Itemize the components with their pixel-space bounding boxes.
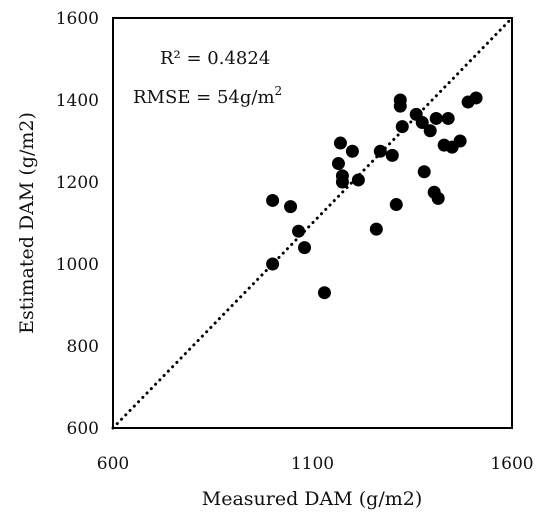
r-squared-label: R² = 0.4824 bbox=[160, 48, 270, 69]
data-point bbox=[453, 134, 467, 148]
x-axis-title: Measured DAM (g/m2) bbox=[202, 488, 423, 510]
data-point bbox=[423, 124, 437, 138]
data-point bbox=[345, 144, 359, 158]
x-tick-labels: 600 1100 1600 bbox=[97, 454, 534, 474]
data-point bbox=[292, 224, 306, 238]
x-tick-label: 1100 bbox=[291, 454, 334, 474]
rmse-label: RMSE = 54g/m2 bbox=[133, 84, 282, 108]
data-point bbox=[389, 198, 403, 212]
data-point bbox=[317, 286, 331, 300]
data-point bbox=[369, 222, 383, 236]
rmse-text: RMSE = 54g/m bbox=[133, 87, 275, 108]
y-tick-label: 800 bbox=[67, 337, 99, 357]
data-point bbox=[373, 144, 387, 158]
data-point bbox=[429, 111, 443, 125]
data-point bbox=[335, 169, 349, 183]
data-point bbox=[351, 173, 365, 187]
y-tick-labels: 600 800 1000 1200 1400 1600 bbox=[56, 9, 99, 439]
y-tick-label: 1400 bbox=[56, 91, 99, 111]
y-tick-label: 600 bbox=[67, 419, 99, 439]
one-to-one-line bbox=[111, 16, 514, 430]
y-tick-label: 1600 bbox=[56, 9, 99, 29]
data-point bbox=[417, 165, 431, 179]
y-axis-title: Estimated DAM (g/m2) bbox=[16, 112, 38, 334]
x-tick-label: 600 bbox=[97, 454, 129, 474]
data-point bbox=[393, 99, 407, 113]
x-tick-label: 1600 bbox=[490, 454, 533, 474]
data-point bbox=[333, 136, 347, 150]
y-tick-label: 1200 bbox=[56, 173, 99, 193]
data-points bbox=[266, 91, 483, 300]
rmse-superscript: 2 bbox=[275, 84, 283, 98]
data-point bbox=[331, 157, 345, 171]
data-point bbox=[385, 148, 399, 162]
data-point bbox=[298, 241, 312, 255]
data-point bbox=[284, 200, 298, 214]
data-point bbox=[469, 91, 483, 105]
y-tick-label: 1000 bbox=[56, 255, 99, 275]
data-point bbox=[395, 120, 409, 134]
data-point bbox=[431, 191, 445, 205]
plot-frame bbox=[112, 17, 513, 429]
data-point bbox=[415, 116, 429, 130]
data-point bbox=[266, 193, 280, 207]
data-point bbox=[441, 111, 455, 125]
data-point bbox=[266, 257, 280, 271]
